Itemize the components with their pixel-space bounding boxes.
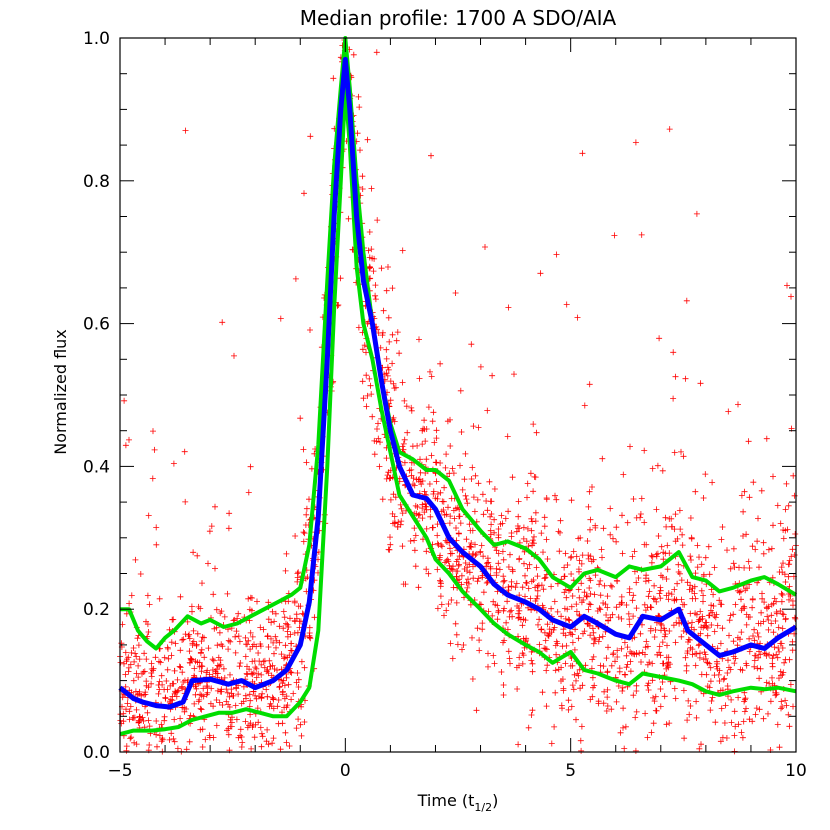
y-axis-label: Normalized flux bbox=[51, 329, 70, 455]
scatter-points bbox=[117, 37, 799, 755]
series-median-line bbox=[118, 56, 798, 710]
chart-title: Median profile: 1700 A SDO/AIA bbox=[300, 6, 617, 30]
x-axis-label-main: Time (t bbox=[417, 791, 475, 810]
y-tick-label: 0.8 bbox=[83, 172, 110, 192]
axes: −5 0 5 10 0.0 0.2 0.4 0.6 0.8 1.0 bbox=[83, 29, 807, 781]
series-lower-quartile-line bbox=[119, 86, 797, 737]
x-tick-label: 5 bbox=[565, 761, 576, 781]
x-tick-label: −5 bbox=[107, 761, 132, 781]
y-tick-label: 0.6 bbox=[83, 315, 110, 335]
x-tick-label: 0 bbox=[340, 761, 351, 781]
y-tick-label: 0.4 bbox=[83, 457, 110, 477]
scatter-cloud bbox=[117, 37, 799, 755]
y-tick-label: 0.2 bbox=[83, 600, 110, 620]
x-tick-label: 10 bbox=[785, 761, 807, 781]
y-tick-label: 1.0 bbox=[83, 29, 110, 49]
x-axis-label-subscript: 1/2 bbox=[474, 801, 492, 814]
y-tick-label: 0.0 bbox=[83, 743, 110, 763]
x-axis-label: Time (t1/2) bbox=[417, 791, 499, 814]
series-layer bbox=[118, 36, 798, 737]
x-axis-label-close: ) bbox=[492, 791, 498, 810]
